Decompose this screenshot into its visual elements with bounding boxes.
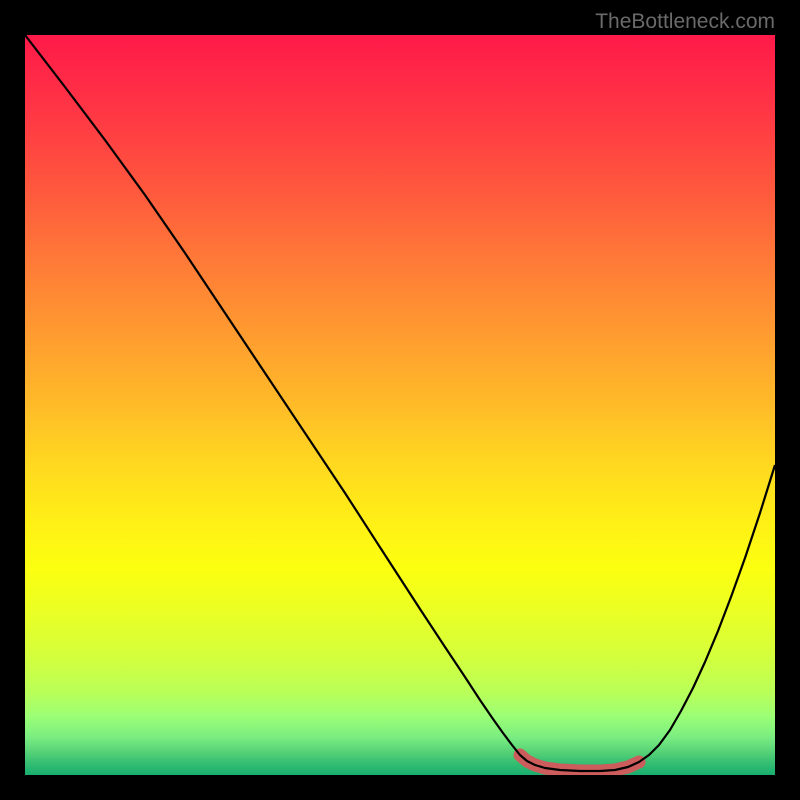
watermark-text: TheBottleneck.com — [595, 10, 775, 34]
chart-frame: TheBottleneck.com — [0, 0, 800, 800]
bottleneck-curve — [25, 35, 775, 771]
curve-layer — [25, 35, 775, 775]
plot-area — [25, 35, 775, 775]
